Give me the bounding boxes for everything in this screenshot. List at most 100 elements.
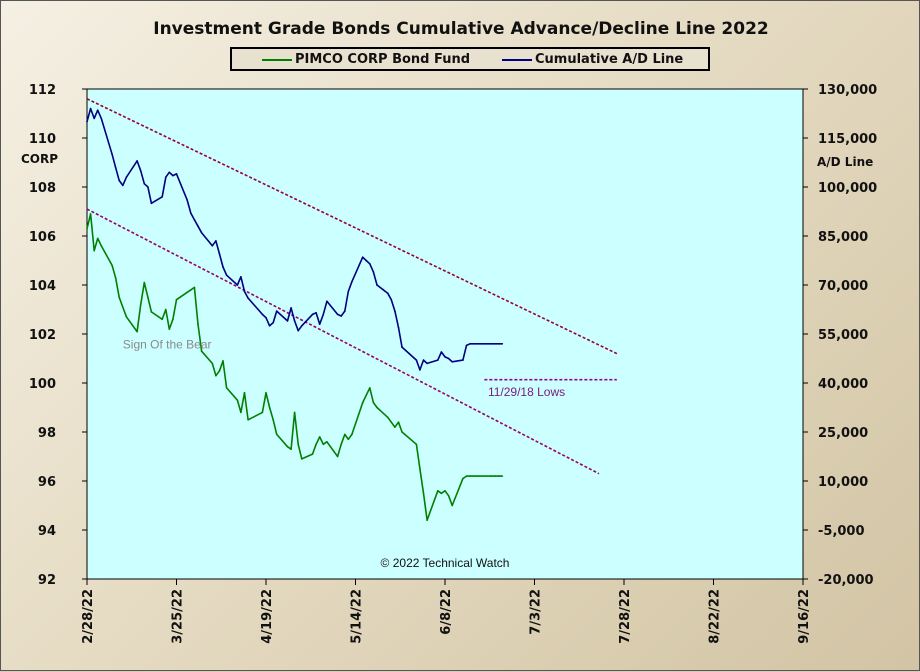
- data-point-0-69: [440, 492, 443, 495]
- right-tick-label-1: 115,000: [818, 132, 877, 147]
- data-point-1-32: [243, 290, 246, 293]
- x-tick-label-4: 6/8/22: [439, 589, 454, 635]
- data-point-1-41: [293, 320, 296, 322]
- data-point-0-35: [265, 392, 267, 394]
- data-point-1-58: [376, 284, 378, 286]
- data-point-1-0: [86, 120, 88, 123]
- data-point-1-68: [437, 359, 439, 361]
- left-tick-label-4: 104: [29, 279, 56, 294]
- data-point-1-36: [268, 325, 271, 327]
- left-tick-label-10: 92: [38, 573, 56, 588]
- data-point-0-60: [390, 421, 393, 424]
- data-point-1-16: [165, 176, 167, 178]
- right-tick-label-4: 70,000: [818, 279, 868, 294]
- data-point-1-8: [122, 184, 124, 187]
- left-tick-label-5: 102: [29, 328, 56, 343]
- right-axis-title: A/D Line: [817, 155, 873, 169]
- data-point-1-2: [93, 117, 95, 120]
- left-tick-label-2: 108: [29, 181, 56, 196]
- right-tick-label-3: 85,000: [818, 230, 868, 245]
- data-point-0-1: [89, 213, 92, 215]
- legend: PIMCO CORP Bond Fund Cumulative A/D Line: [230, 47, 710, 71]
- data-point-1-15: [161, 196, 163, 198]
- data-point-0-6: [114, 276, 117, 279]
- data-point-0-26: [215, 374, 217, 377]
- data-point-1-48: [326, 300, 328, 303]
- data-point-1-78: [490, 343, 493, 345]
- data-point-1-39: [286, 320, 289, 322]
- chart-title: Investment Grade Bonds Cumulative Advanc…: [153, 19, 769, 39]
- data-point-1-22: [193, 218, 196, 221]
- data-point-1-30: [236, 284, 239, 286]
- data-point-1-34: [261, 313, 264, 316]
- data-point-1-5: [111, 153, 113, 156]
- left-tick-label-1: 110: [29, 132, 56, 147]
- data-point-0-67: [426, 519, 428, 521]
- legend-swatch-pimco: [262, 58, 292, 61]
- data-point-0-38: [275, 433, 278, 436]
- data-point-1-18: [172, 174, 174, 177]
- data-point-1-29: [225, 274, 228, 277]
- data-point-0-59: [386, 416, 389, 419]
- data-point-1-47: [322, 313, 325, 316]
- data-point-1-23: [197, 225, 199, 227]
- data-point-0-17: [168, 328, 171, 330]
- data-point-0-78: [490, 475, 493, 477]
- data-point-0-72: [451, 504, 454, 507]
- data-point-1-12: [143, 182, 146, 185]
- x-tick-label-6: 7/28/22: [618, 589, 633, 644]
- data-point-1-62: [397, 326, 400, 329]
- data-point-0-43: [301, 458, 303, 460]
- data-point-1-56: [369, 263, 371, 265]
- data-point-0-21: [190, 289, 192, 291]
- data-point-0-9: [125, 316, 128, 318]
- data-point-1-4: [100, 117, 103, 120]
- data-point-0-65: [419, 468, 421, 470]
- data-point-0-55: [365, 394, 368, 397]
- annotations: Sign Of the Bear 11/29/18 Lows © 2022 Tech…: [123, 338, 565, 570]
- x-tick-label-8: 9/16/22: [797, 589, 812, 644]
- data-point-0-57: [372, 401, 375, 404]
- series-line-1: [86, 107, 503, 371]
- x-tick-label-3: 5/14/22: [350, 589, 365, 644]
- data-point-0-37: [272, 419, 275, 421]
- series-line-0: [86, 213, 503, 522]
- data-point-1-10: [136, 160, 138, 162]
- right-tick-label-2: 100,000: [818, 181, 877, 196]
- data-point-0-2: [93, 249, 95, 252]
- data-point-1-42: [297, 329, 300, 332]
- annotation-1: 11/29/18 Lows: [488, 385, 565, 399]
- data-point-0-15: [161, 318, 163, 321]
- data-point-1-43: [301, 325, 303, 327]
- data-point-1-46: [318, 323, 321, 326]
- data-point-0-50: [340, 443, 343, 446]
- data-point-1-51: [344, 310, 346, 312]
- left-tick-label-8: 96: [38, 475, 56, 490]
- data-point-0-8: [122, 306, 124, 308]
- data-point-1-64: [415, 359, 418, 361]
- data-point-0-64: [415, 443, 418, 446]
- data-point-0-19: [175, 298, 178, 301]
- data-point-0-34: [261, 411, 264, 414]
- legend-label-ad-line: Cumulative A/D Line: [535, 52, 684, 67]
- data-point-0-66: [422, 492, 425, 495]
- data-point-0-45: [315, 443, 317, 446]
- data-point-1-80: [497, 343, 500, 345]
- trendline-1: [86, 208, 600, 475]
- data-point-1-49: [336, 313, 339, 316]
- data-point-1-66: [422, 359, 425, 361]
- data-point-0-20: [186, 291, 188, 294]
- data-point-0-16: [165, 308, 167, 311]
- data-point-1-9: [125, 176, 128, 178]
- data-point-0-63: [401, 431, 403, 433]
- x-tick-label-2: 4/19/22: [260, 589, 275, 644]
- legend-item-ad-line: Cumulative A/D Line: [502, 52, 683, 67]
- right-tick-label-9: -5,000: [818, 524, 865, 539]
- data-point-1-40: [290, 307, 292, 309]
- data-point-0-80: [497, 475, 500, 477]
- annotation-2: © 2022 Technical Watch: [381, 556, 510, 570]
- data-point-0-22: [193, 286, 196, 289]
- data-point-1-45: [315, 312, 317, 314]
- right-tick-label-6: 40,000: [818, 377, 868, 392]
- data-point-1-61: [394, 310, 396, 312]
